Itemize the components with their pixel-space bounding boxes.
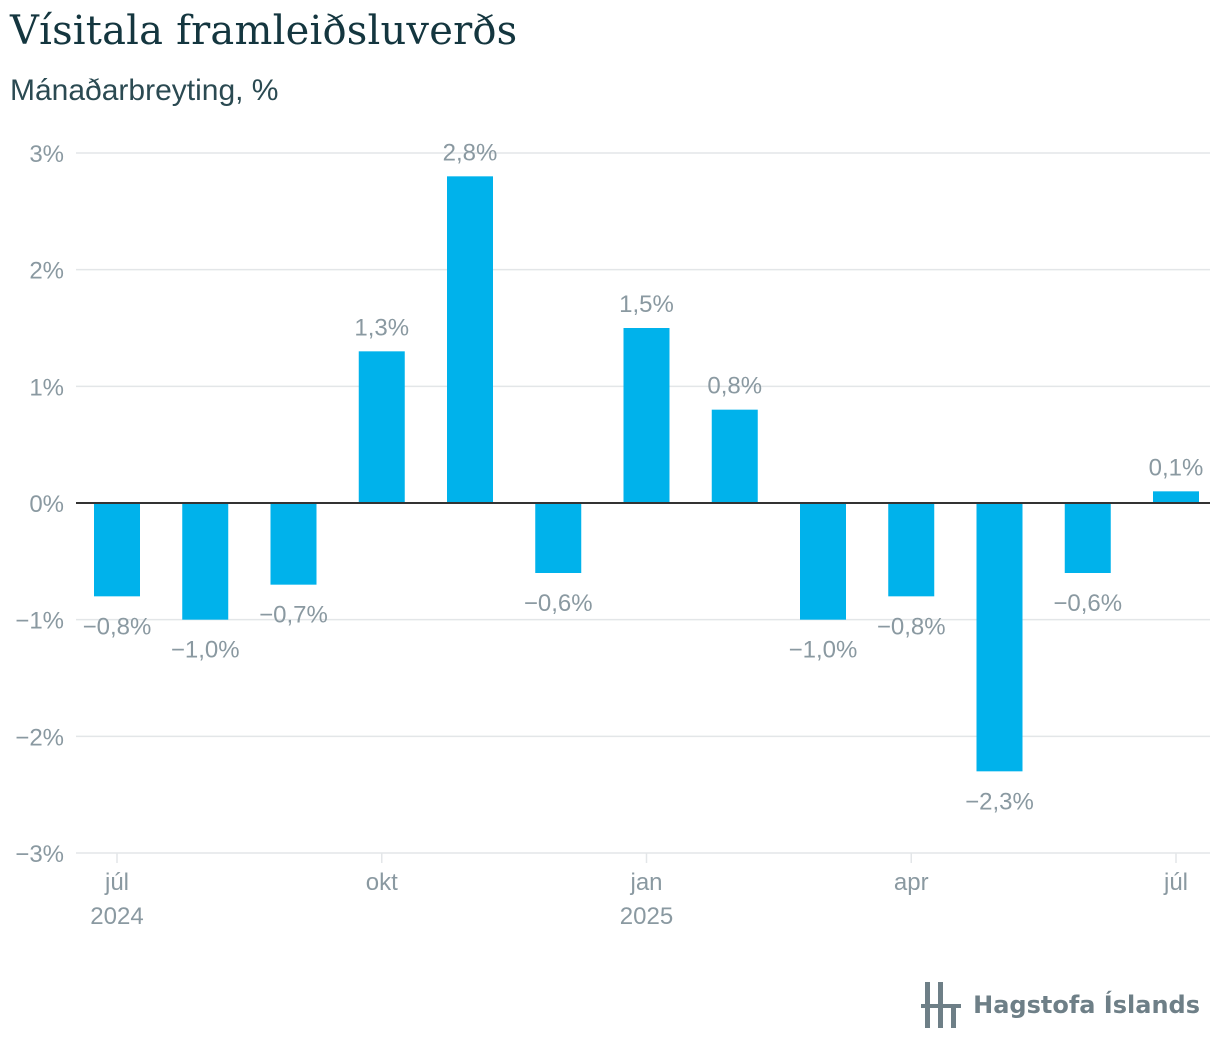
data-label: 1,3% [354, 314, 409, 341]
data-label: 1,5% [619, 291, 674, 318]
bar [447, 176, 493, 504]
data-label: −1,0% [789, 637, 858, 664]
data-label: −0,6% [524, 590, 593, 617]
data-label: 0,1% [1149, 454, 1204, 481]
bar [94, 503, 140, 597]
bar [270, 503, 317, 585]
y-tick-label: −1% [15, 608, 64, 635]
bar [800, 503, 846, 620]
x-tick-label: okt [366, 869, 398, 896]
bar [535, 503, 582, 573]
x-tick-label: júl [104, 869, 129, 896]
bar [1064, 503, 1111, 573]
data-label: −0,8% [83, 613, 152, 640]
data-label: −0,7% [259, 602, 328, 629]
bar [358, 351, 405, 503]
y-tick-label: 2% [29, 258, 64, 285]
bar [711, 409, 758, 503]
y-tick-label: −2% [15, 724, 64, 751]
data-label: −0,6% [1053, 590, 1122, 617]
bar [182, 503, 229, 620]
data-label: −0,8% [877, 613, 946, 640]
data-label: 0,8% [707, 373, 762, 400]
chart-title: Vísitala framleiðsluverðs [10, 8, 518, 54]
x-tick-label: jan [629, 869, 662, 896]
bar [623, 328, 670, 503]
data-label: −1,0% [171, 637, 240, 664]
bar [1153, 491, 1199, 503]
bar [888, 503, 935, 597]
y-tick-label: −3% [15, 841, 64, 868]
data-label: 2,8% [443, 139, 498, 166]
x-tick-year-label: 2024 [90, 903, 143, 930]
hagstofa-logo-icon [921, 982, 962, 1028]
x-tick-year-label: 2025 [620, 903, 673, 930]
y-axis-ticks: 3% 2% 1% 0% −1% −2% −3% [15, 141, 64, 868]
x-tick-label: apr [894, 869, 929, 896]
data-labels: −0,8% −1,0% −0,7% 1,3% 2,8% −0,6% 1,5% 0,8% −1,0… [83, 139, 1204, 815]
y-tick-label: 3% [29, 141, 64, 168]
x-axis-ticks: júl 2024 okt jan 2025 apr júl [90, 853, 1188, 930]
brand-logo: Hagstofa Íslands [921, 980, 1200, 1030]
chart-subtitle: Mánaðarbreyting, % [10, 74, 279, 107]
bars [94, 176, 1199, 772]
bar [976, 503, 1023, 772]
brand-name: Hagstofa Íslands [973, 991, 1200, 1019]
x-tick-label: júl [1163, 869, 1188, 896]
data-label: −2,3% [965, 788, 1034, 815]
y-tick-label: 0% [29, 491, 64, 518]
y-tick-label: 1% [29, 374, 64, 401]
